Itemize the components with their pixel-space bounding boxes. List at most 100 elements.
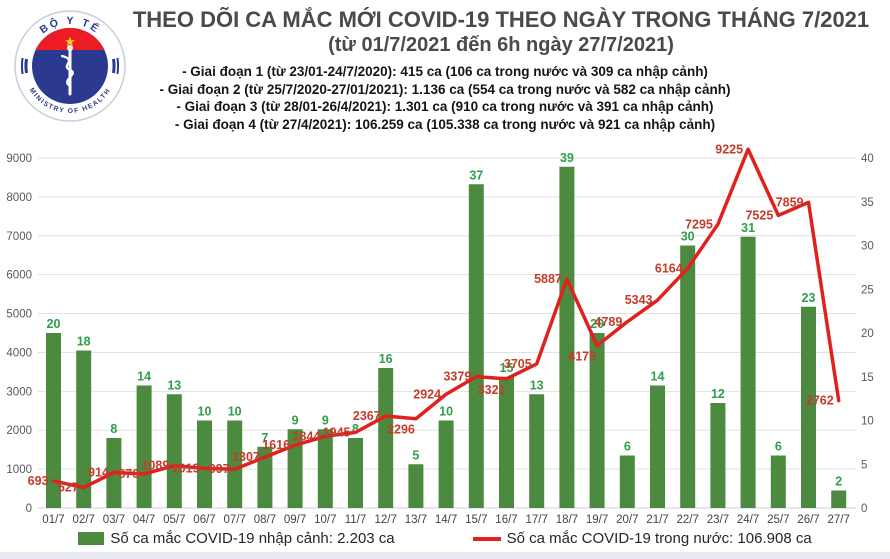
imported-cases-value: 18 [77, 335, 91, 349]
imported-cases-value: 37 [469, 168, 483, 182]
phase-summary: - Giai đoạn 1 (từ 23/01-24/7/2020): 415 … [0, 63, 890, 133]
domestic-cases-value: 4175 [568, 350, 596, 364]
y-axis-tick-left: 1000 [6, 464, 32, 476]
logo-snake-icon [60, 54, 74, 88]
domestic-cases-value: 1089 [141, 459, 169, 473]
y-axis-tick-right: 15 [861, 372, 874, 384]
domestic-cases-value: 2762 [806, 394, 834, 408]
imported-cases-bar [710, 403, 726, 508]
imported-cases-value: 2 [835, 475, 842, 489]
logo-right-stripe [116, 57, 120, 75]
logo-star-icon: ★ [64, 34, 76, 49]
domestic-cases-value: 7859 [776, 195, 804, 209]
header: THEO DÕI CA MẮC MỚI COVID-19 THEO NGÀY T… [118, 7, 884, 57]
logo-right-stripe [112, 58, 116, 74]
x-axis-date-label: 13/7 [405, 514, 427, 526]
domestic-cases-value: 3321 [478, 383, 506, 397]
imported-cases-bar [468, 184, 484, 508]
imported-cases-bar [227, 420, 243, 508]
domestic-cases-value: 5343 [625, 293, 653, 307]
imported-cases-bar [740, 236, 756, 508]
x-axis-date-label: 21/7 [646, 514, 668, 526]
imported-cases-value: 9 [292, 413, 299, 427]
x-axis-date-label: 06/7 [193, 514, 215, 526]
domestic-cases-value: 7525 [745, 208, 773, 222]
legend-imported-label: Số ca mắc COVID-19 nhập cảnh: 2.203 ca [110, 530, 395, 547]
domestic-cases-value: 3705 [504, 357, 532, 371]
y-axis-tick-right: 35 [861, 197, 874, 209]
logo-staff-head [67, 45, 73, 51]
imported-cases-bar [287, 429, 303, 508]
y-axis-tick-left: 4000 [6, 347, 32, 359]
x-axis-date-label: 11/7 [345, 514, 367, 526]
phase-line-4: - Giai đoạn 4 (từ 27/4/2021): 106.259 ca… [174, 116, 716, 132]
x-axis-date-label: 12/7 [375, 514, 397, 526]
imported-cases-value: 39 [560, 151, 574, 165]
y-axis-tick-right: 0 [861, 503, 867, 515]
imported-cases-value: 13 [167, 378, 181, 392]
imported-cases-value: 23 [802, 291, 816, 305]
x-axis-date-label: 22/7 [677, 514, 699, 526]
domestic-cases-value: 527 [58, 481, 79, 495]
x-axis-date-label: 18/7 [556, 514, 578, 526]
x-axis-date-label: 08/7 [254, 514, 276, 526]
x-axis-date-label: 15/7 [465, 514, 487, 526]
domestic-cases-value: 1945 [323, 425, 351, 439]
imported-cases-bar [166, 394, 182, 508]
x-axis-date-label: 09/7 [284, 514, 306, 526]
x-axis-date-label: 14/7 [435, 514, 457, 526]
x-axis-date-label: 17/7 [526, 514, 548, 526]
y-axis-tick-right: 40 [861, 153, 874, 165]
imported-cases-bar [257, 446, 273, 508]
chart-legend: Số ca mắc COVID-19 nhập cảnh: 2.203 ca S… [0, 530, 890, 547]
imported-cases-value: 31 [741, 221, 755, 235]
domestic-cases-value: 1019 [172, 461, 200, 475]
imported-cases-value: 14 [137, 370, 151, 384]
domestic-cases-value: 3379 [443, 370, 471, 384]
imported-cases-value: 8 [110, 422, 117, 436]
x-axis-date-label: 16/7 [495, 514, 517, 526]
imported-cases-value: 10 [198, 405, 212, 419]
domestic-cases-value: 7295 [685, 217, 713, 231]
x-axis-date-label: 24/7 [737, 514, 759, 526]
domestic-cases-value: 6164 [655, 261, 683, 275]
y-axis-tick-right: 20 [861, 328, 874, 340]
imported-cases-value: 13 [530, 378, 544, 392]
imported-cases-value: 30 [681, 230, 695, 244]
y-axis-tick-left: 7000 [6, 231, 32, 243]
y-axis-tick-right: 25 [861, 284, 874, 296]
imported-cases-bar [589, 333, 605, 508]
x-axis-date-label: 05/7 [163, 514, 185, 526]
y-axis-tick-left: 8000 [6, 192, 32, 204]
domestic-cases-value: 2296 [387, 423, 415, 437]
domestic-cases-value: 2924 [413, 387, 441, 401]
imported-cases-bar [438, 420, 454, 508]
imported-cases-value: 8 [352, 422, 359, 436]
imported-cases-value: 12 [711, 387, 725, 401]
imported-cases-value: 7 [261, 431, 268, 445]
domestic-cases-value: 693 [28, 474, 49, 488]
imported-cases-value: 9 [322, 413, 329, 427]
domestic-cases-value: 1616 [262, 438, 290, 452]
domestic-cases-value: 4789 [594, 315, 622, 329]
y-axis-tick-left: 5000 [6, 309, 32, 321]
red-line-swatch-icon [472, 536, 501, 541]
y-axis-tick-right: 10 [861, 416, 874, 428]
imported-cases-value: 20 [590, 317, 604, 331]
x-axis-date-label: 02/7 [73, 514, 95, 526]
logo-red-cap [35, 27, 105, 50]
imported-cases-value: 20 [47, 317, 61, 331]
page-title: THEO DÕI CA MẮC MỚI COVID-19 THEO NGÀY T… [132, 7, 870, 32]
imported-cases-bar [499, 376, 514, 508]
legend-domestic-label: Số ca mắc COVID-19 trong nước: 106.908 c… [506, 530, 812, 547]
logo-left-stripe [20, 57, 24, 75]
x-axis-date-label: 23/7 [707, 514, 729, 526]
green-bar-swatch-icon [78, 532, 105, 545]
imported-cases-value: 5 [412, 448, 419, 462]
x-axis-date-label: 20/7 [616, 514, 638, 526]
logo-left-stripe [24, 58, 28, 74]
imported-cases-value: 10 [439, 405, 453, 419]
imported-cases-value: 10 [228, 405, 242, 419]
domestic-cases-value: 997 [209, 462, 230, 476]
